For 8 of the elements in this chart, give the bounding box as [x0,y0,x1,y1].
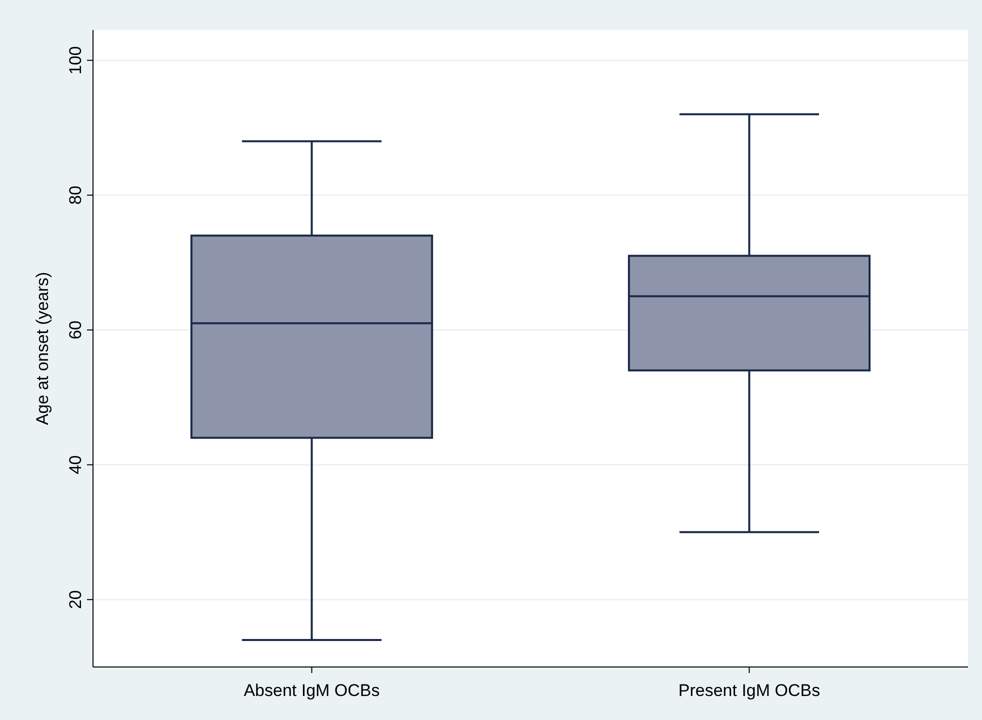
y-tick-label: 20 [66,590,85,610]
y-tick-label: 40 [66,455,85,474]
y-tick-label: 60 [66,320,85,340]
x-tick-label: Absent IgM OCBs [244,681,380,700]
y-tick-label: 100 [66,46,85,75]
y-axis-title: Age at onset (years) [33,272,52,426]
x-tick-label: Present IgM OCBs [678,681,820,700]
y-tick-label: 80 [66,186,85,205]
